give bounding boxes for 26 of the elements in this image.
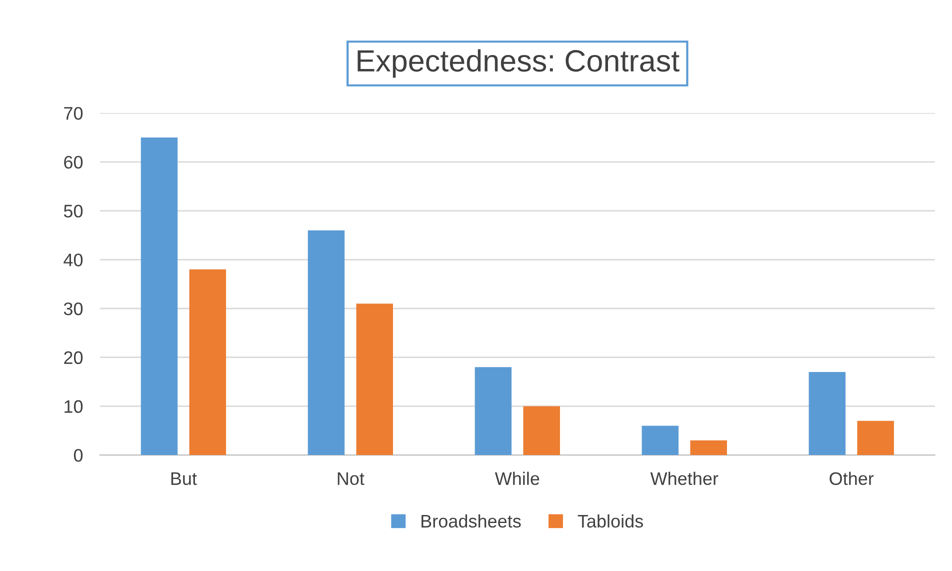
bar [308,230,345,456]
y-tick-label: 0 [74,449,83,462]
y-tick-label: 10 [64,400,83,413]
bar [474,367,512,456]
legend-label: Tabloids [578,514,643,528]
y-tick-label: 60 [64,156,83,169]
bar [690,440,727,456]
bar [857,420,894,456]
bar [140,137,178,456]
x-tick-label: Not [338,472,364,486]
bar [356,304,394,456]
x-tick-label: While [494,472,540,486]
x-tick-label: But [171,472,197,486]
y-tick-label: 20 [64,351,83,364]
x-tick-label: Other [830,472,874,486]
y-tick-label: 40 [64,254,83,266]
y-tick-label: 30 [64,302,83,316]
x-tick-label: Whether [650,472,718,486]
y-tick-label: 50 [64,204,83,218]
legend-label: Broadsheets [422,514,521,528]
bar [189,269,226,456]
y-tick-label: 70 [64,106,83,120]
chart-title: Expectedness: Contrast [358,49,680,78]
bar [642,426,679,456]
bar [523,406,560,456]
bar [808,372,846,456]
